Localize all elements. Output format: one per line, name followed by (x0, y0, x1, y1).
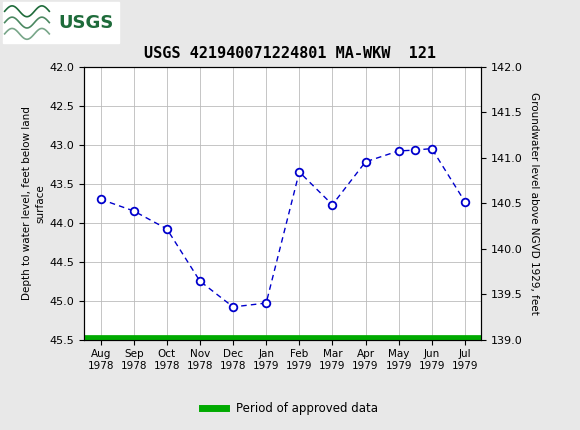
Y-axis label: Groundwater level above NGVD 1929, feet: Groundwater level above NGVD 1929, feet (528, 92, 539, 315)
Legend: Period of approved data: Period of approved data (198, 397, 382, 420)
Text: USGS 421940071224801 MA-WKW  121: USGS 421940071224801 MA-WKW 121 (144, 46, 436, 61)
FancyBboxPatch shape (3, 2, 119, 43)
Y-axis label: Depth to water level, feet below land
surface: Depth to water level, feet below land su… (22, 106, 45, 300)
Text: USGS: USGS (58, 14, 113, 31)
